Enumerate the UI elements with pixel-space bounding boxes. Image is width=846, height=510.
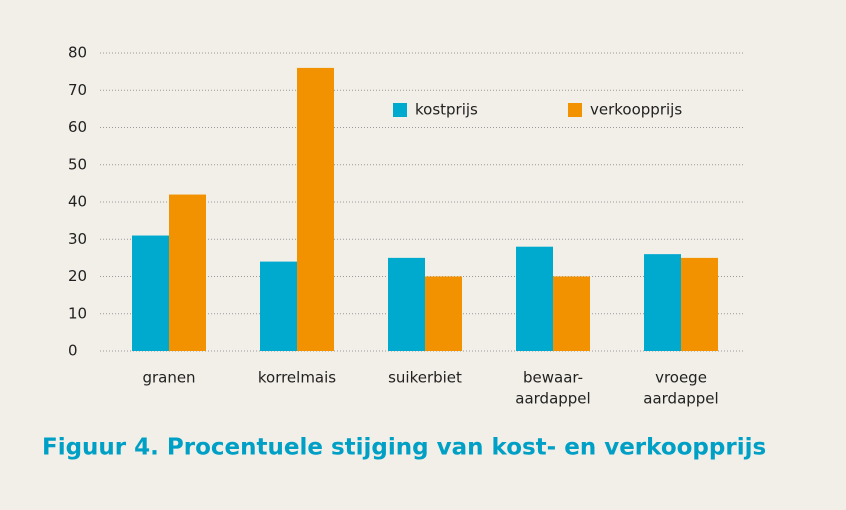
legend-swatch <box>568 103 582 117</box>
bar <box>516 246 553 351</box>
bar <box>553 276 590 351</box>
x-tick-label: vroege <box>655 369 707 387</box>
legend-label: verkoopprijs <box>590 101 682 119</box>
y-tick-label: 50 <box>68 155 87 173</box>
chart-title: Figuur 4. Procentuele stijging van kost-… <box>42 435 766 461</box>
y-tick-label: 0 <box>68 342 78 360</box>
x-tick-label: granen <box>142 369 195 387</box>
x-tick-label: aardappel <box>515 390 590 408</box>
x-tick-label: korrelmais <box>258 369 336 387</box>
y-tick-label: 60 <box>68 118 87 136</box>
bar <box>132 235 169 351</box>
bar <box>425 276 462 351</box>
y-tick-label: 70 <box>68 81 87 99</box>
y-tick-label: 20 <box>68 267 87 285</box>
x-tick-label: suikerbiet <box>388 369 462 387</box>
legend-label: kostprijs <box>415 101 478 119</box>
bar <box>388 257 425 351</box>
y-tick-label: 80 <box>68 44 87 62</box>
bar <box>260 261 297 351</box>
y-tick-label: 30 <box>68 230 87 248</box>
x-tick-label: bewaar- <box>523 369 583 387</box>
y-tick-label: 10 <box>68 304 87 322</box>
bar <box>644 254 681 351</box>
legend-swatch <box>393 103 407 117</box>
bar <box>297 67 334 352</box>
bar <box>681 257 718 351</box>
x-tick-label: aardappel <box>643 390 718 408</box>
y-tick-label: 40 <box>68 193 87 211</box>
bar <box>169 194 206 351</box>
